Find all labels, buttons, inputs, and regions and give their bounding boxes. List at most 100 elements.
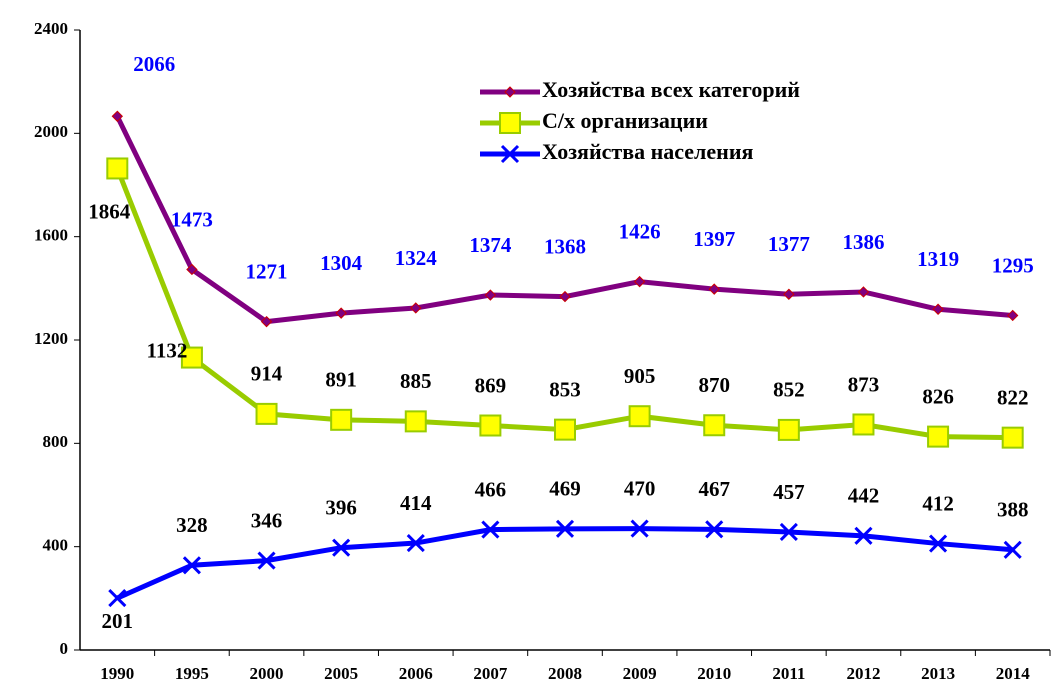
x-tick-label: 2014 — [996, 664, 1031, 683]
x-tick-label: 2000 — [250, 664, 284, 683]
data-label: 873 — [848, 372, 880, 396]
x-tick-label: 2012 — [846, 664, 880, 683]
x-tick-label: 2006 — [399, 664, 433, 683]
data-label: 870 — [698, 373, 730, 397]
x-tick-label: 1995 — [175, 664, 209, 683]
marker — [182, 556, 201, 575]
marker — [628, 405, 651, 428]
y-tick-label: 2400 — [34, 19, 68, 38]
legend-label: С/х организации — [542, 108, 708, 133]
data-label: 1426 — [619, 219, 661, 243]
data-label: 1132 — [147, 338, 188, 362]
data-label: 1377 — [768, 232, 810, 256]
data-label: 885 — [400, 369, 432, 393]
marker — [857, 286, 870, 298]
marker — [479, 414, 502, 437]
marker — [330, 408, 353, 431]
data-label: 822 — [997, 385, 1029, 409]
data-label: 201 — [102, 609, 134, 633]
marker — [927, 425, 950, 448]
marker — [703, 414, 726, 437]
data-label: 1473 — [171, 207, 213, 231]
data-label: 1319 — [917, 247, 959, 271]
series-line — [116, 526, 1013, 601]
data-label: 467 — [698, 477, 730, 501]
data-label: 905 — [624, 364, 656, 388]
data-label: 466 — [475, 477, 507, 501]
data-label: 1304 — [320, 251, 363, 275]
marker — [708, 283, 720, 295]
marker — [1006, 309, 1019, 322]
data-label: 328 — [176, 513, 208, 537]
data-label: 1271 — [246, 259, 288, 283]
marker — [186, 263, 198, 276]
data-label: 891 — [325, 368, 357, 392]
marker — [111, 110, 124, 122]
marker — [406, 533, 425, 553]
marker — [555, 519, 575, 538]
marker — [705, 520, 724, 539]
marker — [630, 519, 649, 538]
marker — [410, 302, 422, 314]
marker — [257, 551, 276, 570]
data-label: 346 — [251, 508, 283, 532]
data-label: 2066 — [133, 52, 175, 76]
data-label: 852 — [773, 378, 805, 402]
data-label: 396 — [325, 496, 357, 520]
x-tick-label: 2011 — [772, 664, 805, 683]
data-label: 1374 — [469, 233, 512, 257]
data-label: 1368 — [544, 234, 586, 258]
data-label: 1864 — [88, 199, 131, 223]
legend-label: Хозяйства всех категорий — [542, 77, 800, 102]
marker — [260, 315, 273, 328]
x-tick-label: 2008 — [548, 664, 582, 683]
x-tick-label: 2005 — [324, 664, 358, 683]
y-tick-label: 2000 — [34, 122, 68, 141]
data-label: 1324 — [395, 246, 438, 270]
data-label: 853 — [549, 377, 581, 401]
data-label: 442 — [848, 484, 880, 508]
y-tick-label: 0 — [60, 639, 69, 658]
data-label: 457 — [773, 480, 805, 504]
y-tick-label: 400 — [43, 536, 69, 555]
marker — [559, 290, 571, 303]
marker — [1001, 426, 1024, 449]
marker — [106, 157, 129, 180]
marker — [335, 307, 347, 319]
y-tick-label: 1600 — [34, 226, 68, 245]
marker — [854, 526, 873, 545]
marker — [633, 275, 646, 288]
x-tick-label: 2007 — [473, 664, 508, 683]
data-label: 1386 — [842, 230, 884, 254]
marker — [779, 522, 798, 542]
marker — [481, 520, 500, 539]
y-tick-label: 1200 — [34, 329, 68, 348]
data-label: 914 — [251, 362, 283, 386]
marker — [484, 289, 497, 301]
data-label: 869 — [475, 373, 507, 397]
marker — [332, 538, 351, 557]
data-label: 470 — [624, 476, 656, 500]
marker — [180, 346, 203, 369]
marker — [404, 410, 427, 433]
x-tick-label: 2013 — [921, 664, 955, 683]
data-label: 412 — [922, 491, 954, 515]
marker — [777, 418, 800, 441]
marker — [852, 413, 875, 436]
data-label: 469 — [549, 477, 581, 501]
legend-label: Хозяйства населения — [542, 139, 754, 164]
x-tick-label: 2010 — [697, 664, 731, 683]
marker — [929, 534, 948, 553]
x-tick-label: 1990 — [100, 664, 134, 683]
marker — [1003, 540, 1022, 559]
data-label: 414 — [400, 491, 432, 515]
marker — [499, 112, 521, 134]
marker — [255, 402, 278, 425]
data-label: 388 — [997, 498, 1029, 522]
marker — [500, 144, 520, 164]
marker — [783, 288, 795, 300]
data-label: 826 — [922, 384, 954, 408]
data-label: 1397 — [693, 227, 735, 251]
x-tick-label: 2009 — [623, 664, 657, 683]
